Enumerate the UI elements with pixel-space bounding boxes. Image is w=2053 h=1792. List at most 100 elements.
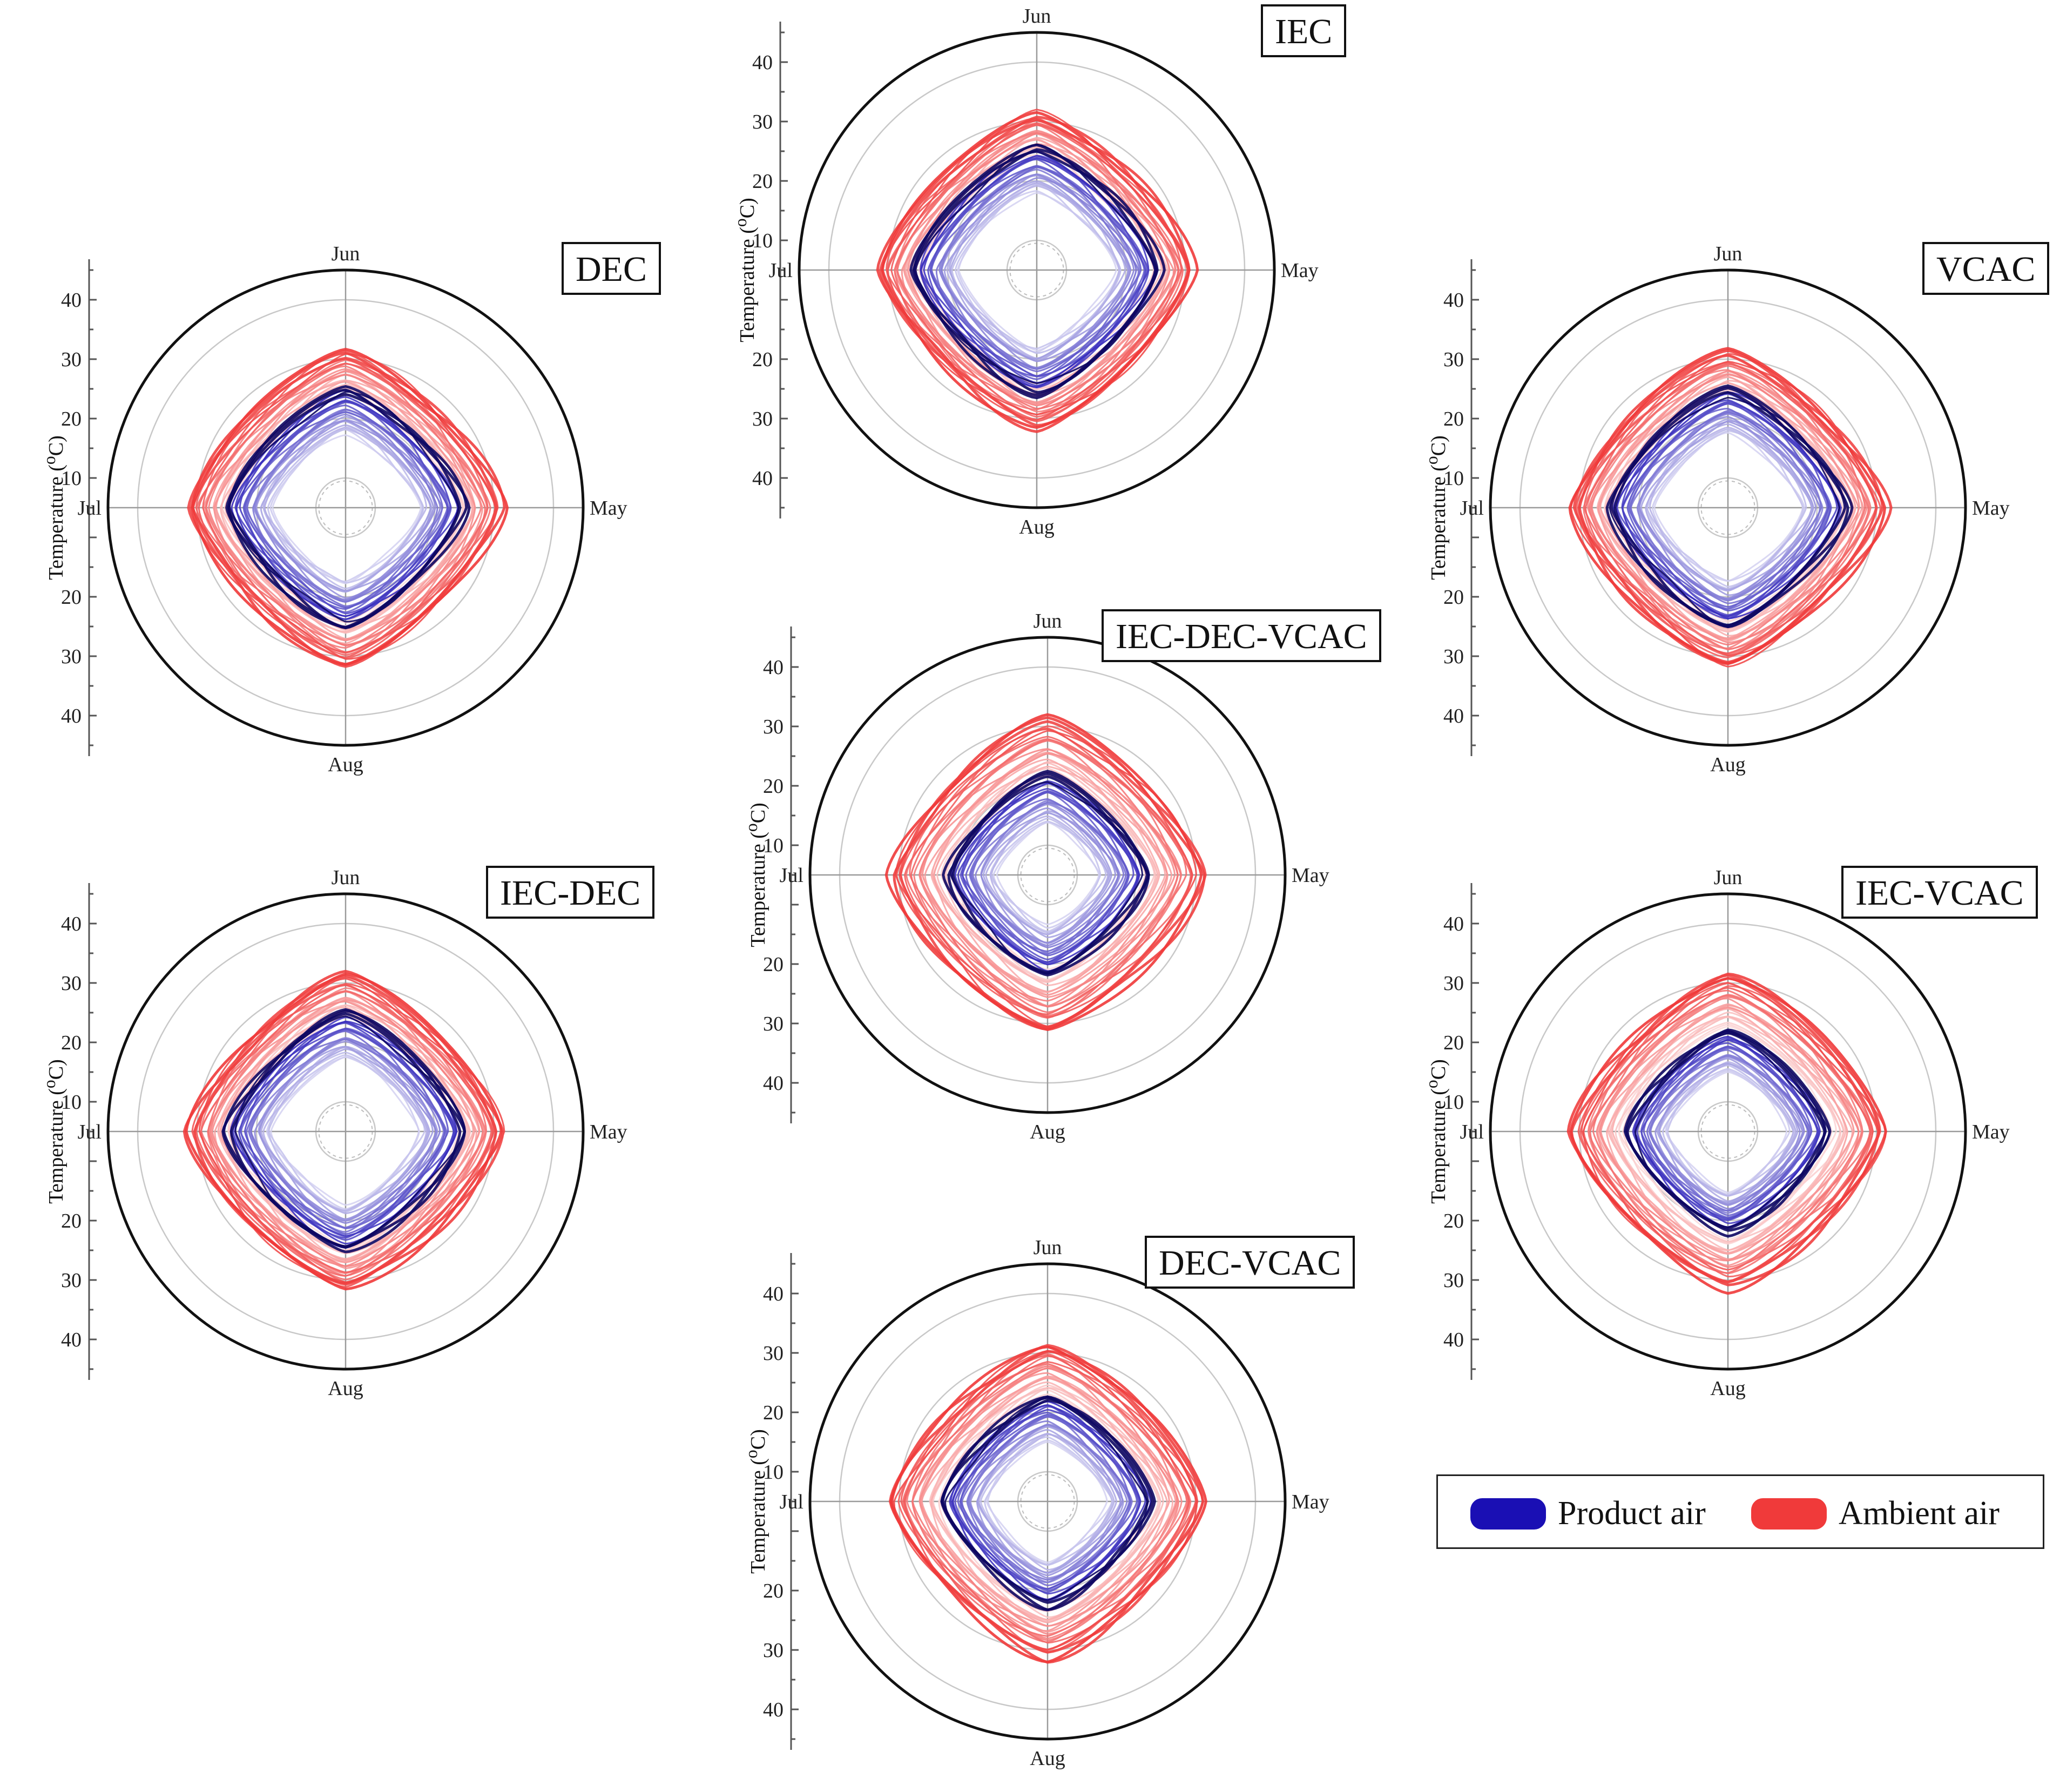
series-line	[1568, 347, 1887, 665]
radial-axis: 10 20 20 30 30 40 40	[763, 1253, 799, 1750]
series-line	[907, 133, 1177, 403]
series-line	[254, 413, 441, 601]
angular-label-bottom: Aug	[1030, 1747, 1065, 1770]
radial-tick-label: 20	[752, 170, 773, 193]
series-line	[966, 1414, 1133, 1581]
radial-tick-label: 20	[752, 348, 773, 371]
outer-ring	[106, 892, 585, 1371]
radial-tick-label: 20	[1443, 408, 1464, 430]
radial-tick-label: 20	[763, 1402, 784, 1424]
series-line	[210, 999, 481, 1269]
radial-tick-label: 40	[1443, 1329, 1464, 1351]
series-line	[235, 396, 460, 621]
radial-tick-label: 20	[763, 953, 784, 976]
y-axis-title: Temperature (oC)	[1422, 435, 1450, 580]
series-line	[903, 727, 1192, 1015]
series-line	[202, 362, 499, 659]
radial-tick-label: 10	[1443, 1091, 1464, 1114]
legend: Product air Ambient air	[1436, 1474, 2044, 1549]
series-line	[245, 1027, 448, 1230]
series-line	[967, 1420, 1130, 1584]
series-line	[985, 811, 1109, 935]
series-line	[1636, 1037, 1819, 1220]
series-line	[1590, 369, 1870, 649]
series-line	[258, 1046, 434, 1222]
angular-label-bottom: Aug	[1030, 1121, 1065, 1143]
panel-dec-vcac: 10 20 20 30 30 40 40 Jun Aug May Jul Temperature (…	[713, 1231, 1388, 1771]
series-line	[222, 1009, 466, 1254]
radial-tick-label: 20	[61, 586, 82, 609]
legend-label-product: Product air	[1558, 1495, 1706, 1532]
series-line	[931, 758, 1166, 993]
series-line	[893, 1345, 1198, 1650]
series-line	[895, 124, 1183, 410]
series-line	[238, 1022, 455, 1239]
series-product-air	[221, 1008, 467, 1254]
series-ambient-air	[884, 713, 1207, 1031]
panel-title: DEC-VCAC	[1145, 1236, 1355, 1289]
angular-label-right: May	[590, 1121, 627, 1143]
radial-tick-label: 30	[1443, 645, 1464, 668]
series-line	[229, 1012, 467, 1249]
series-line	[1635, 1033, 1830, 1228]
grid	[108, 894, 583, 1369]
series-line	[909, 738, 1187, 1017]
radial-tick-label: 10	[1443, 467, 1464, 490]
radial-tick-label: 40	[61, 705, 82, 727]
panel-title: DEC	[562, 242, 661, 295]
series-line	[935, 166, 1139, 370]
angular-label-top: Jun	[1714, 866, 1743, 889]
radial-tick-label: 20	[763, 1580, 784, 1602]
series-line	[252, 410, 443, 602]
grid	[108, 270, 583, 745]
series-line	[936, 762, 1157, 983]
radial-axis: 10 20 20 30 30 40 40	[61, 259, 97, 756]
radial-tick-label: 30	[763, 1342, 784, 1365]
angular-label-bottom: Aug	[328, 1377, 363, 1400]
series-line	[185, 972, 503, 1291]
angular-label-right: May	[1972, 497, 2010, 520]
outer-ring	[1489, 892, 1967, 1371]
radial-tick-label: 30	[61, 348, 82, 371]
angular-label-bottom: Aug	[1710, 1377, 1745, 1400]
series-line	[1615, 1016, 1842, 1244]
radial-tick-label: 30	[1443, 348, 1464, 371]
angular-label-right: May	[1972, 1121, 2010, 1143]
polar-plot: 10 20 20 30 30 40 40 Jun Aug May Jul	[61, 242, 627, 776]
radial-tick-label: 20	[763, 775, 784, 798]
series-line	[969, 1424, 1122, 1577]
angular-label-top: Jun	[1714, 242, 1743, 265]
radial-tick-label: 20	[1443, 1032, 1464, 1054]
grid	[1490, 894, 1966, 1369]
series-line	[1653, 432, 1804, 582]
series-line	[980, 1432, 1113, 1566]
series-ambient-air	[187, 348, 509, 668]
radial-tick-label: 30	[752, 408, 773, 430]
radial-tick-label: 40	[61, 1329, 82, 1351]
series-line	[1640, 1042, 1820, 1221]
series-line	[944, 1397, 1149, 1601]
y-axis-title: Temperature (oC)	[1422, 1059, 1450, 1204]
series-line	[1611, 1008, 1855, 1251]
polar-plot: 10 20 20 30 30 40 40 Jun Aug May Jul	[61, 866, 627, 1400]
radial-tick-label: 30	[763, 1013, 784, 1035]
radial-tick-label: 10	[61, 1091, 82, 1114]
angular-label-left: Jul	[780, 864, 803, 887]
series-line	[948, 182, 1126, 360]
series-line	[940, 169, 1140, 369]
panel-vcac: 10 20 20 30 30 40 40 Jun Aug May Jul Temperature (…	[1393, 238, 2053, 778]
series-line	[1648, 1049, 1811, 1211]
series-line	[213, 370, 483, 641]
series-line	[965, 791, 1130, 956]
series-line	[954, 780, 1140, 966]
radial-tick-label: 40	[752, 51, 773, 74]
y-axis-title: Temperature (oC)	[40, 1059, 67, 1204]
y-axis-title: Temperature (oC)	[731, 198, 759, 342]
angular-label-top: Jun	[1034, 1236, 1062, 1259]
series-line	[929, 158, 1148, 378]
radial-tick-label: 40	[1443, 289, 1464, 312]
radial-tick-label: 40	[763, 656, 784, 679]
radial-axis: 10 20 20 30 30 40 40	[1443, 259, 1479, 756]
panel-title: IEC	[1261, 4, 1347, 57]
angular-label-left: Jul	[78, 497, 102, 520]
